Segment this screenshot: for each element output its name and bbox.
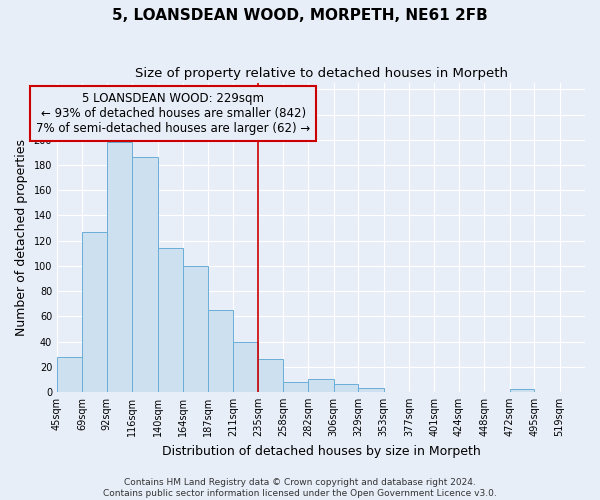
- X-axis label: Distribution of detached houses by size in Morpeth: Distribution of detached houses by size …: [161, 444, 481, 458]
- Y-axis label: Number of detached properties: Number of detached properties: [15, 139, 28, 336]
- Bar: [358, 388, 383, 392]
- Bar: [334, 384, 358, 392]
- Bar: [259, 359, 283, 392]
- Text: 5, LOANSDEAN WOOD, MORPETH, NE61 2FB: 5, LOANSDEAN WOOD, MORPETH, NE61 2FB: [112, 8, 488, 22]
- Bar: [57, 356, 82, 392]
- Bar: [133, 158, 158, 392]
- Bar: [308, 380, 334, 392]
- Text: Contains HM Land Registry data © Crown copyright and database right 2024.
Contai: Contains HM Land Registry data © Crown c…: [103, 478, 497, 498]
- Bar: [283, 382, 308, 392]
- Bar: [183, 266, 208, 392]
- Bar: [107, 142, 133, 392]
- Bar: [82, 232, 107, 392]
- Bar: [158, 248, 183, 392]
- Bar: [233, 342, 259, 392]
- Text: 5 LOANSDEAN WOOD: 229sqm
← 93% of detached houses are smaller (842)
7% of semi-d: 5 LOANSDEAN WOOD: 229sqm ← 93% of detach…: [36, 92, 310, 136]
- Bar: [208, 310, 233, 392]
- Title: Size of property relative to detached houses in Morpeth: Size of property relative to detached ho…: [134, 68, 508, 80]
- Bar: [510, 390, 534, 392]
